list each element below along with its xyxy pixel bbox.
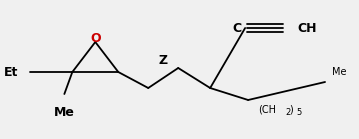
Text: ): ) xyxy=(289,104,293,114)
Text: 2: 2 xyxy=(285,108,290,117)
Text: C: C xyxy=(232,22,241,34)
Text: Me: Me xyxy=(54,106,75,119)
Text: Me: Me xyxy=(332,67,346,77)
Text: 5: 5 xyxy=(296,108,301,117)
Text: CH: CH xyxy=(297,22,317,34)
Text: Et: Et xyxy=(4,65,18,79)
Text: (CH: (CH xyxy=(258,104,276,114)
Text: O: O xyxy=(90,32,101,44)
Text: Z: Z xyxy=(159,54,168,66)
